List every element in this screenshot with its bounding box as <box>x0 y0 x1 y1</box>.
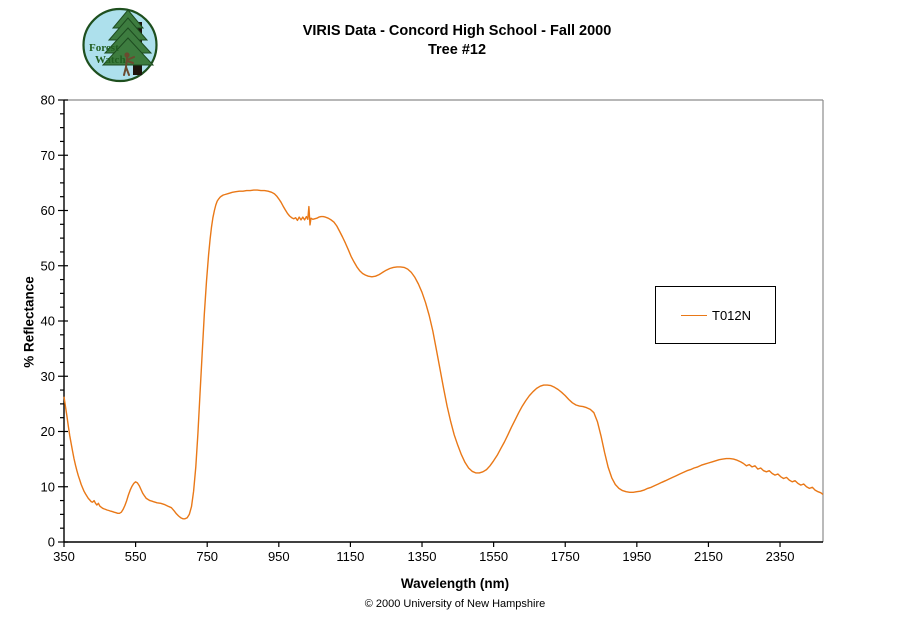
chart-title-line2: Tree #12 <box>427 42 487 58</box>
y-tick-label: 60 <box>41 203 55 218</box>
y-tick-label: 30 <box>41 369 55 384</box>
y-axis-title: % Reflectance <box>21 276 37 368</box>
chart-title-line1: VIRIS Data - Concord High School - Fall … <box>302 23 612 39</box>
legend-series-label: T012N <box>712 307 752 323</box>
x-tick-label: 750 <box>196 549 218 564</box>
legend-line-sample <box>681 314 707 316</box>
y-tick-label: 50 <box>41 258 55 273</box>
copyright-text: © 2000 University of New Hampshire <box>364 598 546 610</box>
x-tick-label: 350 <box>53 549 75 564</box>
pine-tree-icon <box>101 9 155 75</box>
forest-watch-logo: Forest Watch <box>82 7 158 83</box>
y-tick-label: 20 <box>41 424 55 439</box>
logo-text-forest: Forest <box>89 42 119 54</box>
x-tick-label: 1950 <box>622 549 651 564</box>
x-tick-label: 1350 <box>408 549 437 564</box>
person-icon <box>123 52 135 76</box>
y-tick-label: 10 <box>41 479 55 494</box>
y-tick-label: 40 <box>41 314 55 329</box>
x-tick-label: 2350 <box>766 549 795 564</box>
logo-text-watch: Watch <box>95 54 126 66</box>
x-tick-label: 2150 <box>694 549 723 564</box>
x-tick-label: 950 <box>268 549 290 564</box>
x-tick-label: 1550 <box>479 549 508 564</box>
legend: T012N <box>655 286 776 344</box>
x-axis-title: Wavelength (nm) <box>400 576 510 591</box>
x-tick-label: 1150 <box>336 549 364 564</box>
x-tick-label: 550 <box>125 549 147 564</box>
y-tick-label: 0 <box>48 535 55 550</box>
y-tick-label: 70 <box>41 148 55 163</box>
x-tick-label: 1750 <box>551 549 580 564</box>
y-tick-label: 80 <box>41 93 55 108</box>
series-line-T012N <box>63 189 824 520</box>
